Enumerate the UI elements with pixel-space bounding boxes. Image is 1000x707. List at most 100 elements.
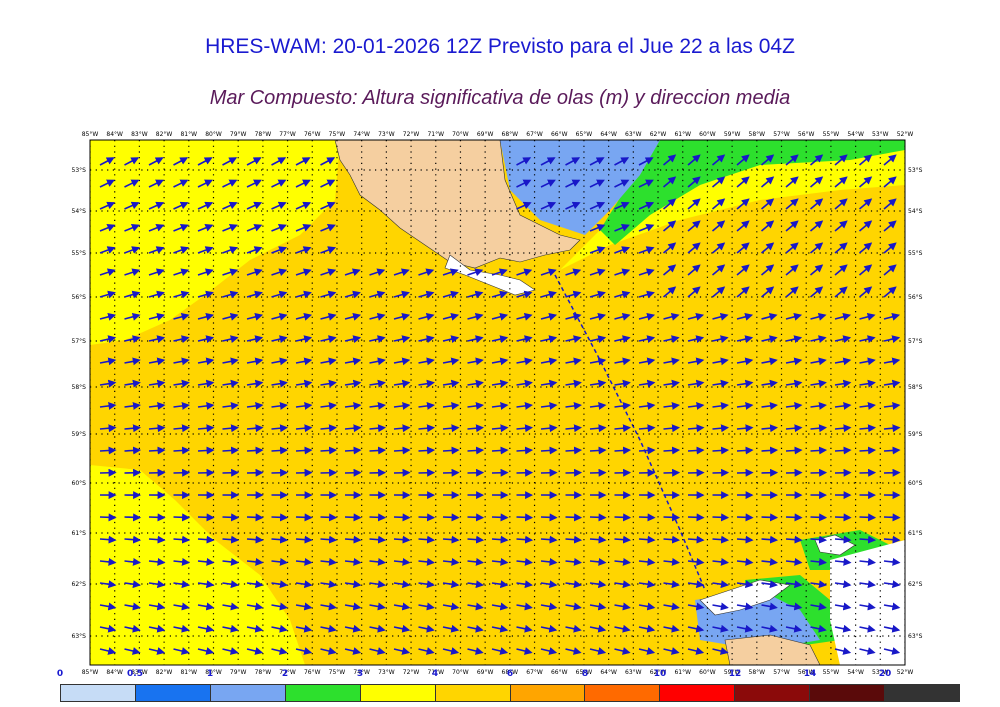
wave-arrow bbox=[785, 557, 803, 566]
wave-arrow bbox=[197, 624, 215, 633]
wave-arrow bbox=[491, 446, 509, 455]
wave-arrow bbox=[736, 242, 750, 254]
wave-arrow bbox=[467, 268, 484, 277]
wave-arrow bbox=[246, 201, 263, 210]
wave-arrow bbox=[761, 624, 778, 633]
wave-arrow bbox=[271, 424, 289, 433]
lon-label-top: 80°W bbox=[205, 131, 222, 138]
wave-arrow bbox=[712, 624, 729, 633]
wave-arrow bbox=[99, 513, 117, 522]
wave-arrow bbox=[467, 401, 484, 410]
wave-arrow bbox=[834, 357, 852, 366]
wave-arrow bbox=[565, 424, 583, 433]
wave-arrow bbox=[810, 379, 827, 388]
lon-label-top: 76°W bbox=[304, 131, 321, 138]
lon-label-bottom: 73°W bbox=[378, 669, 395, 676]
wave-arrow bbox=[99, 557, 117, 566]
wave-arrow bbox=[344, 513, 362, 522]
wave-arrow bbox=[540, 179, 556, 188]
wave-arrow bbox=[173, 446, 191, 455]
wave-arrow bbox=[99, 379, 117, 388]
wave-arrow bbox=[344, 557, 362, 566]
wave-arrow bbox=[173, 401, 190, 410]
wave-arrow bbox=[589, 201, 606, 210]
lat-label-left: 60°S bbox=[72, 480, 87, 487]
wave-arrow bbox=[858, 176, 873, 188]
wave-arrow bbox=[418, 335, 435, 343]
wave-arrow bbox=[124, 357, 141, 366]
wave-arrow bbox=[614, 335, 631, 343]
wave-arrow bbox=[810, 624, 827, 633]
wave-arrow bbox=[834, 379, 852, 388]
wave-arrow bbox=[393, 312, 411, 321]
wave-arrow bbox=[320, 557, 338, 566]
wave-arrow bbox=[442, 624, 460, 633]
lon-label-top: 81°W bbox=[180, 131, 197, 138]
lat-label-right: 55°S bbox=[908, 250, 923, 257]
wave-arrow bbox=[540, 513, 558, 522]
wave-arrow bbox=[442, 446, 460, 455]
wave-arrow bbox=[638, 602, 656, 611]
wave-arrow bbox=[197, 290, 214, 299]
wave-arrow bbox=[418, 312, 435, 321]
lon-label-bottom: 70°W bbox=[452, 669, 469, 676]
wave-arrow bbox=[785, 154, 799, 166]
lon-label-top: 59°W bbox=[724, 131, 741, 138]
wave-arrow bbox=[124, 401, 141, 410]
wave-arrow bbox=[222, 179, 238, 188]
lon-label-bottom: 74°W bbox=[353, 669, 370, 676]
wave-arrow bbox=[271, 446, 289, 455]
wave-arrow bbox=[148, 647, 166, 655]
lon-label-bottom: 72°W bbox=[403, 669, 420, 676]
wave-arrow bbox=[614, 424, 632, 433]
wave-arrow bbox=[834, 624, 852, 633]
legend-label: 10 bbox=[653, 669, 667, 679]
wave-arrow bbox=[565, 357, 582, 366]
wave-arrow bbox=[736, 580, 754, 589]
wave-arrow bbox=[197, 580, 215, 589]
legend-swatch bbox=[61, 685, 136, 701]
wave-arrow bbox=[663, 513, 681, 522]
wave-arrow bbox=[369, 357, 386, 366]
wave-arrow bbox=[148, 557, 166, 566]
wave-arrow bbox=[736, 357, 754, 366]
wave-arrow bbox=[589, 379, 607, 388]
wave-arrow bbox=[320, 647, 337, 655]
wave-arrow bbox=[810, 335, 827, 343]
wave-arrow bbox=[173, 201, 189, 210]
wave-arrow bbox=[295, 647, 313, 655]
wave-arrow bbox=[638, 647, 656, 655]
wave-arrow bbox=[687, 580, 705, 589]
wave-arrow bbox=[858, 198, 873, 210]
lon-labels-bottom: 85°W 84°W 83°W 82°W 81°W 80°W 79°W 78°W 77°W 76°W… bbox=[82, 669, 914, 676]
lon-label-bottom: 62°W bbox=[650, 669, 667, 676]
color-legend bbox=[60, 684, 960, 702]
wave-arrow bbox=[614, 246, 631, 254]
legend-swatch bbox=[810, 685, 886, 701]
wave-arrow bbox=[442, 513, 460, 522]
wave-arrow bbox=[197, 357, 215, 366]
wave-arrow bbox=[320, 179, 336, 188]
legend-label: 14 bbox=[803, 669, 817, 679]
wave-arrow bbox=[295, 312, 313, 321]
wave-arrow bbox=[369, 401, 386, 410]
lon-label-top: 82°W bbox=[156, 131, 173, 138]
wave-arrow bbox=[124, 602, 141, 611]
wave-arrow bbox=[99, 602, 117, 611]
wave-arrow bbox=[320, 535, 338, 544]
wave-arrow bbox=[883, 220, 897, 232]
wave-arrow bbox=[197, 513, 215, 522]
wave-arrow bbox=[320, 624, 337, 633]
wave-arrow bbox=[295, 580, 313, 589]
wave-arrow bbox=[516, 602, 533, 611]
wave-arrow bbox=[859, 401, 876, 410]
wave-arrow bbox=[589, 602, 607, 611]
wave-arrow bbox=[516, 179, 532, 188]
wave-arrow bbox=[761, 535, 779, 544]
lon-label-bottom: 61°W bbox=[674, 669, 691, 676]
wave-arrow bbox=[369, 268, 386, 277]
wave-direction-arrows bbox=[99, 154, 901, 655]
wave-arrow bbox=[785, 176, 799, 188]
wave-arrow bbox=[834, 557, 852, 566]
no-data-area bbox=[830, 540, 905, 665]
